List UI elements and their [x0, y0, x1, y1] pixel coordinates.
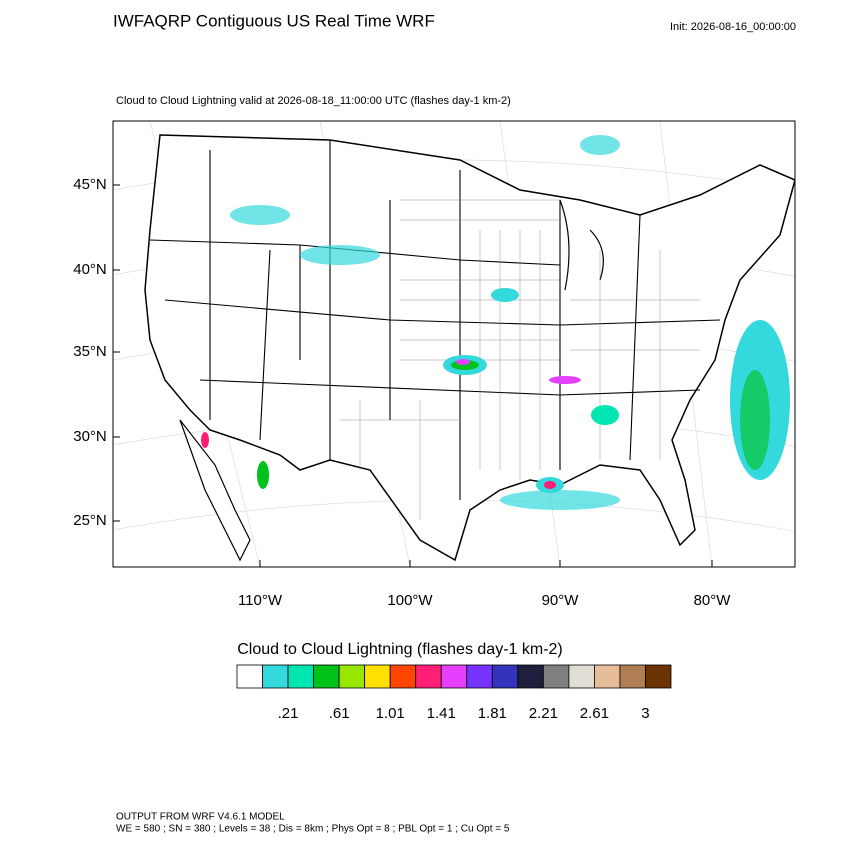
colorbar-box — [338, 664, 366, 689]
colorbar-title: Cloud to Cloud Lightning (flashes day-1 … — [237, 641, 563, 658]
colorbar-box — [491, 664, 519, 689]
lon-label: 80°W — [694, 592, 732, 609]
lat-label: 35°N — [73, 343, 107, 360]
lat-label: 45°N — [73, 176, 107, 193]
lon-label: 110°W — [238, 592, 283, 609]
colorbar-box — [594, 664, 621, 689]
footer-line: OUTPUT FROM WRF V4.6.1 MODEL — [116, 812, 285, 823]
colorbar-label: .21 — [278, 705, 299, 722]
colorbar-box — [236, 664, 263, 689]
colorbar-box — [313, 664, 340, 689]
lat-label: 40°N — [73, 261, 107, 278]
colorbar-label: 1.01 — [376, 705, 405, 722]
lat-label: 30°N — [73, 428, 107, 445]
map-frame — [112, 120, 796, 568]
colorbar-box — [364, 664, 391, 689]
colorbar-box — [262, 664, 289, 689]
lat-label: 25°N — [73, 512, 107, 529]
colorbar: .21 .61 1.01 1.41 1.81 2.21 2.61 3 — [236, 664, 672, 722]
colorbar-label: 1.81 — [478, 705, 507, 722]
colorbar-box — [287, 664, 314, 689]
lightning-cells — [201, 135, 790, 510]
map: 45°N 40°N 35°N 30°N 25°N 110°W 100°W 90°W 80°W — [73, 120, 796, 609]
colorbar-label: .61 — [329, 705, 350, 722]
colorbar-box — [619, 664, 646, 689]
footer-line: WE = 580 ; SN = 380 ; Levels = 38 ; Dis … — [116, 824, 510, 835]
title: IWFAQRP Contiguous US Real Time WRF — [113, 11, 435, 30]
colorbar-box — [440, 664, 468, 689]
colorbar-label: 1.41 — [427, 705, 456, 722]
colorbar-box — [466, 664, 493, 689]
lon-label: 100°W — [387, 592, 433, 609]
init-time: Init: 2026-08-16_00:00:00 — [670, 21, 796, 33]
land — [144, 134, 795, 562]
colorbar-label: 3 — [641, 705, 649, 722]
colorbar-box — [542, 664, 570, 689]
colorbar-box — [517, 664, 544, 689]
map-subtitle: Cloud to Cloud Lightning valid at 2026-0… — [116, 95, 511, 107]
colorbar-box — [645, 664, 672, 689]
colorbar-box — [389, 664, 417, 689]
colorbar-box — [568, 664, 595, 689]
colorbar-label: 2.61 — [580, 705, 609, 722]
lon-label: 90°W — [542, 592, 580, 609]
colorbar-label: 2.21 — [529, 705, 558, 722]
colorbar-box — [415, 664, 442, 689]
